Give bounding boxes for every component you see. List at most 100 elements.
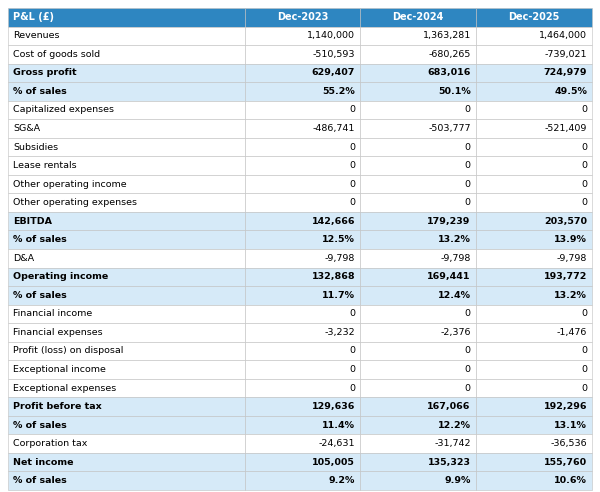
Bar — [476, 398, 592, 416]
Text: 0: 0 — [581, 161, 587, 170]
Bar — [476, 193, 592, 212]
Text: Other operating expenses: Other operating expenses — [13, 198, 137, 207]
Text: 1,464,000: 1,464,000 — [539, 31, 587, 40]
Text: Financial expenses: Financial expenses — [13, 328, 103, 337]
Text: 0: 0 — [349, 309, 355, 318]
Text: 105,005: 105,005 — [312, 458, 355, 467]
Bar — [245, 27, 360, 45]
Bar — [8, 341, 245, 360]
Text: EBITDA: EBITDA — [13, 216, 52, 226]
Text: 11.7%: 11.7% — [322, 291, 355, 300]
Text: -9,798: -9,798 — [557, 254, 587, 263]
Text: P&L (£): P&L (£) — [13, 12, 54, 22]
Bar — [476, 119, 592, 138]
Bar — [360, 398, 476, 416]
Bar — [8, 8, 245, 27]
Text: 683,016: 683,016 — [427, 68, 471, 77]
Text: 13.1%: 13.1% — [554, 421, 587, 430]
Text: 155,760: 155,760 — [544, 458, 587, 467]
Text: 12.5%: 12.5% — [322, 235, 355, 244]
Text: 1,140,000: 1,140,000 — [307, 31, 355, 40]
Text: -3,232: -3,232 — [325, 328, 355, 337]
Bar — [245, 305, 360, 323]
Text: 0: 0 — [581, 105, 587, 115]
Bar — [476, 471, 592, 490]
Bar — [8, 82, 245, 101]
Bar — [360, 434, 476, 453]
Text: Exceptional expenses: Exceptional expenses — [13, 384, 116, 393]
Text: 12.2%: 12.2% — [438, 421, 471, 430]
Bar — [476, 434, 592, 453]
Bar — [8, 268, 245, 286]
Text: 135,323: 135,323 — [428, 458, 471, 467]
Bar — [8, 63, 245, 82]
Bar — [245, 45, 360, 63]
Bar — [476, 379, 592, 398]
Text: Operating income: Operating income — [13, 272, 108, 281]
Text: Dec-2024: Dec-2024 — [392, 12, 443, 22]
Bar — [245, 434, 360, 453]
Text: % of sales: % of sales — [13, 291, 67, 300]
Bar — [8, 27, 245, 45]
Bar — [360, 82, 476, 101]
Bar — [8, 119, 245, 138]
Text: -486,741: -486,741 — [313, 124, 355, 133]
Text: Profit before tax: Profit before tax — [13, 402, 102, 411]
Text: 9.9%: 9.9% — [445, 476, 471, 485]
Bar — [476, 416, 592, 434]
Bar — [476, 82, 592, 101]
Bar — [245, 398, 360, 416]
Bar — [245, 175, 360, 193]
Text: 0: 0 — [349, 105, 355, 115]
Text: 49.5%: 49.5% — [554, 87, 587, 96]
Text: Financial income: Financial income — [13, 309, 92, 318]
Bar — [245, 268, 360, 286]
Text: 0: 0 — [581, 346, 587, 355]
Bar — [360, 138, 476, 156]
Bar — [476, 341, 592, 360]
Text: -31,742: -31,742 — [434, 439, 471, 448]
Text: 0: 0 — [581, 384, 587, 393]
Text: Gross profit: Gross profit — [13, 68, 77, 77]
Bar — [8, 471, 245, 490]
Text: -24,631: -24,631 — [319, 439, 355, 448]
Bar — [476, 45, 592, 63]
Text: Exceptional income: Exceptional income — [13, 365, 106, 374]
Bar — [245, 63, 360, 82]
Bar — [360, 360, 476, 379]
Bar — [360, 45, 476, 63]
Bar — [245, 416, 360, 434]
Bar — [245, 138, 360, 156]
Bar — [8, 434, 245, 453]
Text: 0: 0 — [349, 180, 355, 188]
Text: 132,868: 132,868 — [311, 272, 355, 281]
Bar — [476, 63, 592, 82]
Bar — [476, 453, 592, 471]
Text: -36,536: -36,536 — [550, 439, 587, 448]
Bar — [476, 101, 592, 119]
Text: 129,636: 129,636 — [312, 402, 355, 411]
Bar — [8, 305, 245, 323]
Text: 0: 0 — [349, 143, 355, 152]
Text: % of sales: % of sales — [13, 87, 67, 96]
Bar — [360, 8, 476, 27]
Bar — [8, 323, 245, 341]
Text: 13.2%: 13.2% — [438, 235, 471, 244]
Text: 12.4%: 12.4% — [438, 291, 471, 300]
Text: SG&A: SG&A — [13, 124, 40, 133]
Text: -680,265: -680,265 — [428, 50, 471, 59]
Bar — [8, 360, 245, 379]
Bar — [8, 175, 245, 193]
Text: Subsidies: Subsidies — [13, 143, 58, 152]
Text: -9,798: -9,798 — [440, 254, 471, 263]
Bar — [245, 119, 360, 138]
Bar — [476, 8, 592, 27]
Text: Lease rentals: Lease rentals — [13, 161, 77, 170]
Bar — [8, 249, 245, 268]
Bar — [245, 453, 360, 471]
Text: 55.2%: 55.2% — [322, 87, 355, 96]
Bar — [476, 138, 592, 156]
Bar — [360, 471, 476, 490]
Text: 13.9%: 13.9% — [554, 235, 587, 244]
Bar — [245, 323, 360, 341]
